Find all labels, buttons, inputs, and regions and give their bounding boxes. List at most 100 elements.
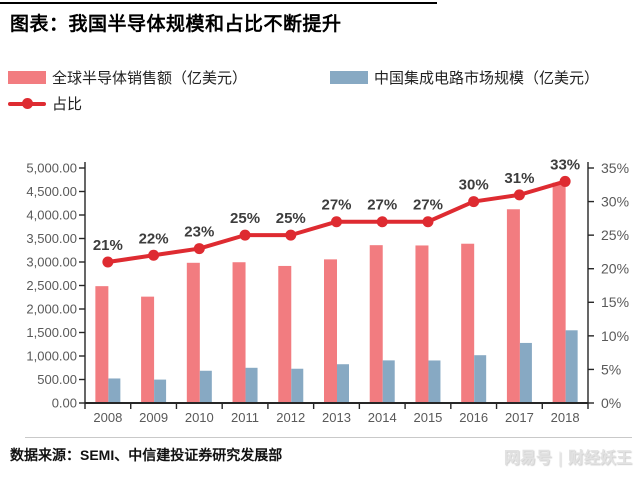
china-ic-bar (154, 379, 167, 403)
left-axis-tick-label: 2,000.00 (26, 302, 77, 317)
ratio-point-marker (422, 216, 434, 228)
global-sales-bar (461, 243, 475, 403)
legend-label: 中国集成电路市场规模（亿美元） (374, 69, 600, 87)
legend-item-ratio: 占比 (8, 90, 82, 116)
ratio-data-label: 27% (367, 197, 397, 214)
watermark-author: 财经妖王 (567, 450, 632, 467)
axes-group: 0.00 500.00 1,000.00 1,500.00 2,000.00 2,500.… (26, 160, 629, 425)
ratio-data-label: 33% (550, 156, 580, 173)
bottom-separator-line (25, 437, 632, 438)
china-ic-bar (337, 364, 349, 403)
ratio-data-label: 27% (413, 197, 443, 214)
global-sales-bar (232, 262, 246, 403)
right-axis-tick-label: 35% (601, 160, 629, 176)
legend-row-1: 全球半导体销售额（亿美元） 中国集成电路市场规模（亿美元） (0, 64, 640, 90)
ratio-data-label: 27% (321, 197, 351, 214)
data-label-group: 21% 22% 23% 25% 25% 27% 27% 27% 30% 31% 33% (93, 156, 580, 254)
x-axis-year-label: 2015 (413, 410, 442, 425)
left-axis-tick-label: 1,500.00 (26, 325, 77, 340)
ratio-point-marker (102, 256, 114, 268)
line-marker-icon (22, 98, 33, 109)
left-axis-tick-label: 0.00 (52, 396, 77, 411)
ratio-point-marker (148, 249, 160, 261)
china-ic-bar (291, 368, 304, 403)
ratio-data-label: 30% (459, 177, 489, 194)
global-sales-bar (552, 182, 566, 403)
x-axis-year-label: 2014 (368, 410, 397, 425)
watermark-brand: 网易号 (503, 450, 552, 467)
combo-chart: 0.00 500.00 1,000.00 1,500.00 2,000.00 2,500.… (26, 156, 629, 425)
ratio-data-label: 25% (276, 210, 306, 227)
ratio-data-label: 21% (93, 237, 123, 254)
left-axis-tick-label: 3,500.00 (26, 231, 77, 246)
x-axis-year-label: 2013 (322, 410, 351, 425)
x-axis-year-label: 2008 (93, 410, 122, 425)
global-sales-bar (324, 259, 337, 403)
legend-item-global-sales: 全球半导体销售额（亿美元） (8, 64, 247, 90)
data-source-note: 数据来源：SEMI、中信建投证券研究发展部 (10, 447, 283, 463)
global-sales-swatch (8, 70, 46, 84)
global-sales-bar (95, 286, 109, 403)
right-axis-tick-label: 20% (601, 261, 629, 277)
ratio-point-marker (239, 229, 251, 241)
x-axis-year-label: 2018 (551, 410, 580, 425)
left-axis-tick-label: 2,500.00 (26, 278, 77, 293)
legend-label: 占比 (52, 95, 83, 113)
ratio-point-marker (513, 189, 525, 201)
ratio-point-marker (468, 196, 480, 208)
global-sales-bar (369, 245, 383, 403)
left-axis-tick-label: 3,000.00 (26, 255, 77, 270)
legend-label: 全球半导体销售额（亿美元） (52, 69, 248, 87)
china-ic-bar (519, 342, 532, 403)
right-axis-tick-label: 10% (601, 328, 629, 344)
ratio-point-marker (285, 229, 297, 241)
china-ic-bar (474, 355, 487, 403)
global-sales-bar (141, 296, 155, 403)
left-axis-tick-label: 5,000.00 (26, 161, 77, 176)
watermark-divider: | (557, 450, 562, 467)
x-axis-year-label: 2009 (139, 410, 168, 425)
page-title: 图表：我国半导体规模和占比不断提升 (10, 14, 342, 35)
right-axis-tick-label: 30% (601, 193, 629, 209)
x-axis-year-label: 2012 (276, 410, 305, 425)
china-ic-bar (199, 370, 212, 403)
ratio-data-label: 25% (230, 210, 260, 227)
legend-row-2: 占比 (0, 90, 640, 116)
china-ic-bar (428, 360, 441, 403)
ratio-data-label: 22% (139, 230, 169, 247)
ratio-point-marker (331, 216, 342, 228)
china-ic-bar (108, 378, 121, 403)
ratio-point-marker (559, 175, 571, 187)
ratio-line-series (102, 175, 571, 268)
right-axis-tick-label: 5% (601, 361, 621, 377)
ratio-data-label: 23% (184, 224, 214, 241)
china-ic-bar (382, 360, 395, 403)
top-border-line (0, 2, 437, 4)
right-axis-tick-label: 15% (601, 294, 629, 310)
china-ic-bar (565, 330, 578, 403)
ratio-line-swatch (8, 97, 46, 110)
global-sales-bar (186, 262, 200, 403)
watermark: 网易号 | 财经妖王 (504, 444, 632, 468)
x-axis-year-label: 2017 (505, 410, 534, 425)
right-axis-tick-label: 0% (601, 395, 621, 411)
legend-item-china-ic: 中国集成电路市场规模（亿美元） (330, 64, 599, 90)
left-axis-tick-label: 1,000.00 (26, 349, 77, 364)
left-axis-tick-label: 4,500.00 (26, 184, 77, 199)
china-ic-bar (245, 367, 258, 403)
right-axis-tick-label: 25% (601, 227, 629, 243)
chart-legend: 全球半导体销售额（亿美元） 中国集成电路市场规模（亿美元） 占比 (0, 64, 640, 116)
ratio-data-label: 31% (504, 170, 534, 187)
x-axis-year-label: 2011 (231, 410, 259, 425)
global-sales-bar (415, 245, 429, 403)
global-sales-bar (506, 209, 520, 403)
china-ic-swatch (330, 70, 368, 84)
x-axis-year-label: 2010 (185, 410, 214, 425)
ratio-point-marker (376, 216, 388, 228)
left-axis-tick-label: 500.00 (37, 372, 77, 387)
global-sales-bar (278, 265, 292, 403)
left-axis-tick-label: 4,000.00 (26, 208, 77, 223)
x-axis-year-label: 2016 (459, 410, 488, 425)
bar-series-group (95, 182, 578, 403)
